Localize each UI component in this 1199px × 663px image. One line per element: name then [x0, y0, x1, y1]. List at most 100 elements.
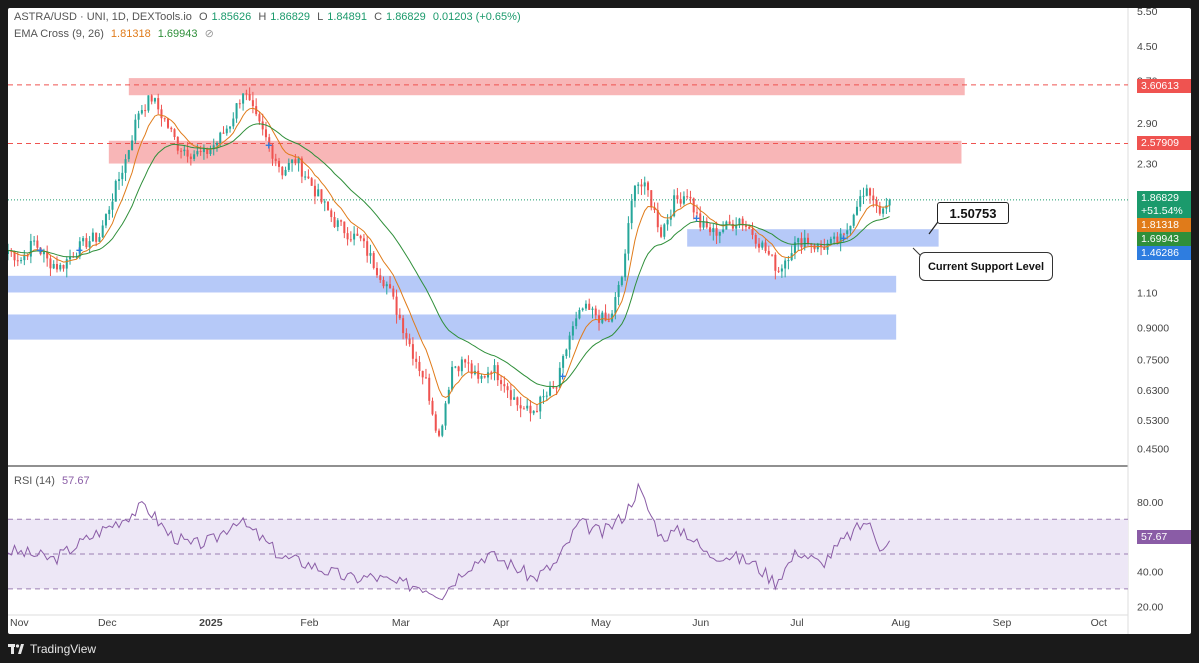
- high-label: H: [258, 11, 267, 23]
- candle-body: [424, 377, 427, 379]
- tag-resistance-top: 3.60613: [1137, 79, 1191, 93]
- tag-last-price: 1.86829: [1137, 191, 1191, 205]
- candle-body: [869, 188, 872, 196]
- candle-body: [784, 260, 787, 269]
- candle-body: [637, 184, 640, 186]
- candle-body: [170, 127, 173, 130]
- tradingview-logo-icon[interactable]: [8, 643, 24, 655]
- chart-canvas[interactable]: 5.504.503.702.902.301.801.401.100.90000.…: [8, 8, 1191, 634]
- candle-body: [144, 110, 147, 112]
- candle-body: [91, 232, 94, 242]
- candle-body: [562, 356, 565, 368]
- candle-body: [353, 233, 356, 240]
- resistance-zone: [128, 78, 965, 96]
- candle-body: [552, 387, 555, 389]
- candle-body: [519, 405, 522, 409]
- candle-body: [166, 118, 170, 128]
- candle-body: [163, 118, 166, 120]
- candle-body: [359, 235, 362, 239]
- candle-body: [52, 264, 55, 269]
- rsi-tick-label: 40.00: [1137, 566, 1163, 578]
- candle-body: [581, 308, 584, 311]
- candle-body: [140, 110, 143, 114]
- candle-body: [349, 239, 352, 241]
- ema-cross-marker: +: [559, 370, 566, 384]
- candle-body: [653, 207, 656, 211]
- candle-body: [522, 408, 525, 410]
- y-tick-label: 0.9000: [1137, 323, 1169, 335]
- candle-body: [673, 195, 676, 217]
- candle-body: [705, 221, 708, 228]
- candle-body: [222, 132, 225, 134]
- candle-body: [36, 240, 39, 248]
- x-tick-label: Nov: [10, 617, 29, 629]
- candle-body: [872, 195, 875, 200]
- candle-body: [568, 335, 571, 350]
- candle-body: [438, 430, 441, 436]
- candle-body: [532, 410, 535, 414]
- support-zone: [8, 314, 897, 340]
- candle-body: [722, 229, 725, 232]
- candle-body: [558, 367, 561, 388]
- x-tick-label: Apr: [493, 617, 510, 629]
- candle-body: [490, 372, 493, 374]
- candle-body: [310, 178, 313, 186]
- candle-body: [88, 241, 91, 248]
- candle-body: [274, 158, 277, 161]
- candle-body: [656, 210, 659, 228]
- brand-label[interactable]: TradingView: [30, 642, 97, 656]
- candle-body: [859, 196, 862, 207]
- candle-body: [157, 98, 160, 110]
- candle-body: [646, 182, 650, 191]
- candle-body: [689, 196, 692, 199]
- candle-body: [78, 241, 81, 257]
- candle-body: [382, 279, 385, 287]
- candle-body: [153, 98, 156, 102]
- ema-fast-value: 1.81318: [110, 28, 151, 40]
- candle-body: [839, 233, 842, 243]
- candle-body: [16, 260, 19, 262]
- candle-body: [728, 221, 731, 224]
- candle-body: [147, 95, 150, 111]
- candle-body: [744, 225, 747, 227]
- candle-body: [176, 137, 179, 151]
- candle-body: [111, 201, 114, 210]
- candle-body: [483, 376, 486, 378]
- candle-body: [101, 225, 104, 238]
- candle-body: [255, 106, 258, 115]
- candle-body: [761, 242, 764, 248]
- y-tick-label: 4.50: [1137, 41, 1158, 53]
- candle-body: [431, 400, 434, 415]
- resistance-zone: [108, 140, 962, 164]
- candle-body: [248, 93, 251, 101]
- candle-body: [718, 231, 721, 236]
- candle-body: [336, 220, 339, 227]
- candle-body: [134, 119, 137, 141]
- candle-body: [173, 129, 176, 138]
- ema-header: EMA Cross (9, 26) 1.81318 1.69943 ⊘: [14, 27, 218, 40]
- candle-body: [421, 370, 424, 378]
- candle-body: [268, 137, 271, 145]
- candle-body: [264, 129, 267, 138]
- candle-body: [842, 233, 845, 235]
- candle-body: [846, 230, 849, 235]
- candle-body: [764, 242, 767, 251]
- eye-off-icon[interactable]: ⊘: [204, 28, 214, 40]
- y-tick-label: 2.30: [1137, 159, 1158, 171]
- chart-panel[interactable]: 5.504.503.702.902.301.801.401.100.90000.…: [8, 8, 1191, 634]
- candle-body: [215, 142, 218, 146]
- candle-body: [29, 240, 32, 257]
- candle-body: [682, 196, 685, 204]
- candle-body: [340, 220, 343, 222]
- y-tick-label: 1.10: [1137, 287, 1158, 299]
- candle-body: [104, 214, 107, 226]
- candle-body: [95, 232, 98, 242]
- open-label: O: [198, 11, 208, 23]
- rsi-label: RSI (14): [14, 475, 55, 487]
- candle-body: [774, 254, 777, 271]
- candle-body: [202, 148, 205, 153]
- candle-body: [137, 113, 140, 120]
- candle-body: [372, 253, 375, 268]
- candle-body: [245, 93, 248, 95]
- candle-body: [709, 227, 712, 233]
